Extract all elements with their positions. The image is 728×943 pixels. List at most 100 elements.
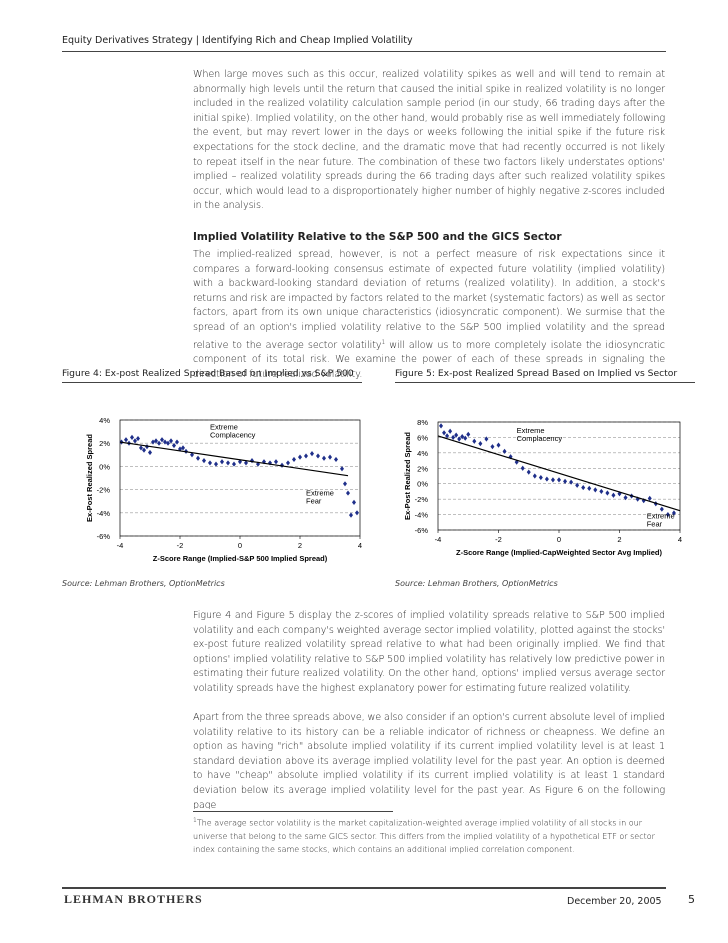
point — [169, 438, 173, 444]
y-tick-label: 4% — [99, 416, 110, 425]
point — [647, 495, 652, 501]
point — [154, 438, 158, 444]
point — [490, 444, 495, 450]
point — [635, 496, 640, 502]
point — [130, 434, 134, 440]
point — [569, 479, 574, 485]
point — [439, 423, 444, 429]
y-tick-label: 8% — [417, 418, 428, 427]
section-heading: Implied Volatility Relative to the S&P 5… — [193, 231, 562, 243]
footer-logo: LEHMAN BROTHERS — [64, 892, 203, 906]
y-tick-label: -2% — [415, 495, 429, 504]
y-tick-label: -2% — [97, 486, 111, 495]
point — [136, 435, 140, 442]
x-tick-label: -4 — [435, 535, 442, 544]
point — [526, 469, 531, 475]
point — [563, 478, 568, 484]
point — [454, 432, 459, 438]
point — [280, 462, 284, 468]
point — [316, 453, 320, 459]
annotation: Extreme Fear — [647, 511, 675, 528]
footer-date: December 20, 2005 — [567, 896, 662, 907]
header-rule — [62, 51, 666, 52]
annotation-line: Extreme — [306, 488, 334, 497]
y-tick-label: -6% — [97, 532, 111, 541]
point — [139, 445, 143, 451]
trendline — [437, 435, 681, 512]
point — [163, 439, 167, 445]
point — [214, 461, 218, 467]
figure-rule — [62, 382, 362, 383]
point — [157, 440, 161, 446]
point — [472, 438, 477, 444]
point — [520, 465, 525, 471]
x-tick-label: -2 — [177, 541, 184, 550]
x-axis-title: Z-Score Range (Implied-CapWeighted Secto… — [456, 548, 662, 557]
point — [172, 442, 176, 449]
point — [575, 482, 580, 488]
y-tick-label: 4% — [417, 449, 428, 458]
point — [352, 499, 356, 505]
point — [250, 458, 254, 464]
y-tick-label: -4% — [97, 509, 111, 518]
figure-title: Figure 5: Ex-post Realized Spread Based … — [395, 368, 678, 379]
x-tick-label: -4 — [117, 541, 124, 550]
figure-source: Source: Lehman Brothers, OptionMetrics — [395, 579, 558, 588]
text: will allow us to more completely isolate… — [193, 339, 665, 380]
y-axis-title: Ex-Post Realized Spread — [85, 434, 94, 522]
point — [190, 452, 194, 458]
point — [671, 510, 676, 516]
point — [611, 492, 616, 498]
point — [274, 459, 278, 465]
point — [445, 433, 450, 439]
paragraph: When large moves such as this occur, rea… — [193, 69, 665, 212]
annotation-line: Fear — [647, 519, 663, 528]
point — [142, 447, 146, 453]
x-tick-label: 4 — [678, 535, 682, 544]
plot-frame — [437, 421, 681, 531]
point — [550, 477, 555, 483]
point — [226, 460, 230, 466]
point — [538, 474, 543, 481]
point — [355, 510, 359, 516]
figure-title: Figure 4: Ex-post Realized Spread Based … — [62, 368, 354, 379]
point — [343, 481, 347, 487]
point — [124, 437, 128, 443]
point — [460, 434, 465, 440]
point — [238, 459, 242, 465]
point — [322, 455, 326, 461]
point — [304, 453, 308, 459]
footer-rule — [62, 887, 666, 889]
x-tick-label: 0 — [238, 541, 242, 550]
point — [349, 512, 353, 518]
point — [220, 459, 224, 465]
figure-source: Source: Lehman Brothers, OptionMetrics — [62, 579, 225, 588]
x-tick-label: 2 — [298, 541, 302, 550]
footnote-text: The average sector volatility is the mar… — [193, 818, 655, 854]
point — [581, 484, 586, 491]
point — [544, 476, 549, 482]
point — [298, 454, 302, 460]
x-tick-label: 0 — [557, 535, 561, 544]
y-tick-label: -4% — [415, 511, 429, 520]
text: The implied-realized spread, however, is… — [193, 249, 665, 351]
footnote: 1The average sector volatility is the ma… — [193, 814, 665, 856]
y-tick-label: 2% — [417, 464, 428, 473]
point — [605, 490, 610, 496]
point — [623, 495, 628, 501]
point — [659, 506, 664, 512]
point — [593, 487, 598, 493]
point — [457, 436, 462, 442]
point — [448, 428, 453, 434]
point — [166, 440, 170, 446]
paragraph: Apart from the three spreads above, we a… — [193, 712, 665, 809]
y-tick-label: 0% — [417, 480, 428, 489]
annotation-line: Extreme — [517, 426, 545, 435]
figure-rule — [395, 382, 695, 383]
point — [151, 439, 155, 445]
point — [148, 449, 152, 456]
point — [160, 437, 164, 443]
point — [514, 459, 519, 465]
paragraph: Figure 4 and Figure 5 display the z-scor… — [193, 610, 665, 694]
point — [310, 451, 314, 457]
